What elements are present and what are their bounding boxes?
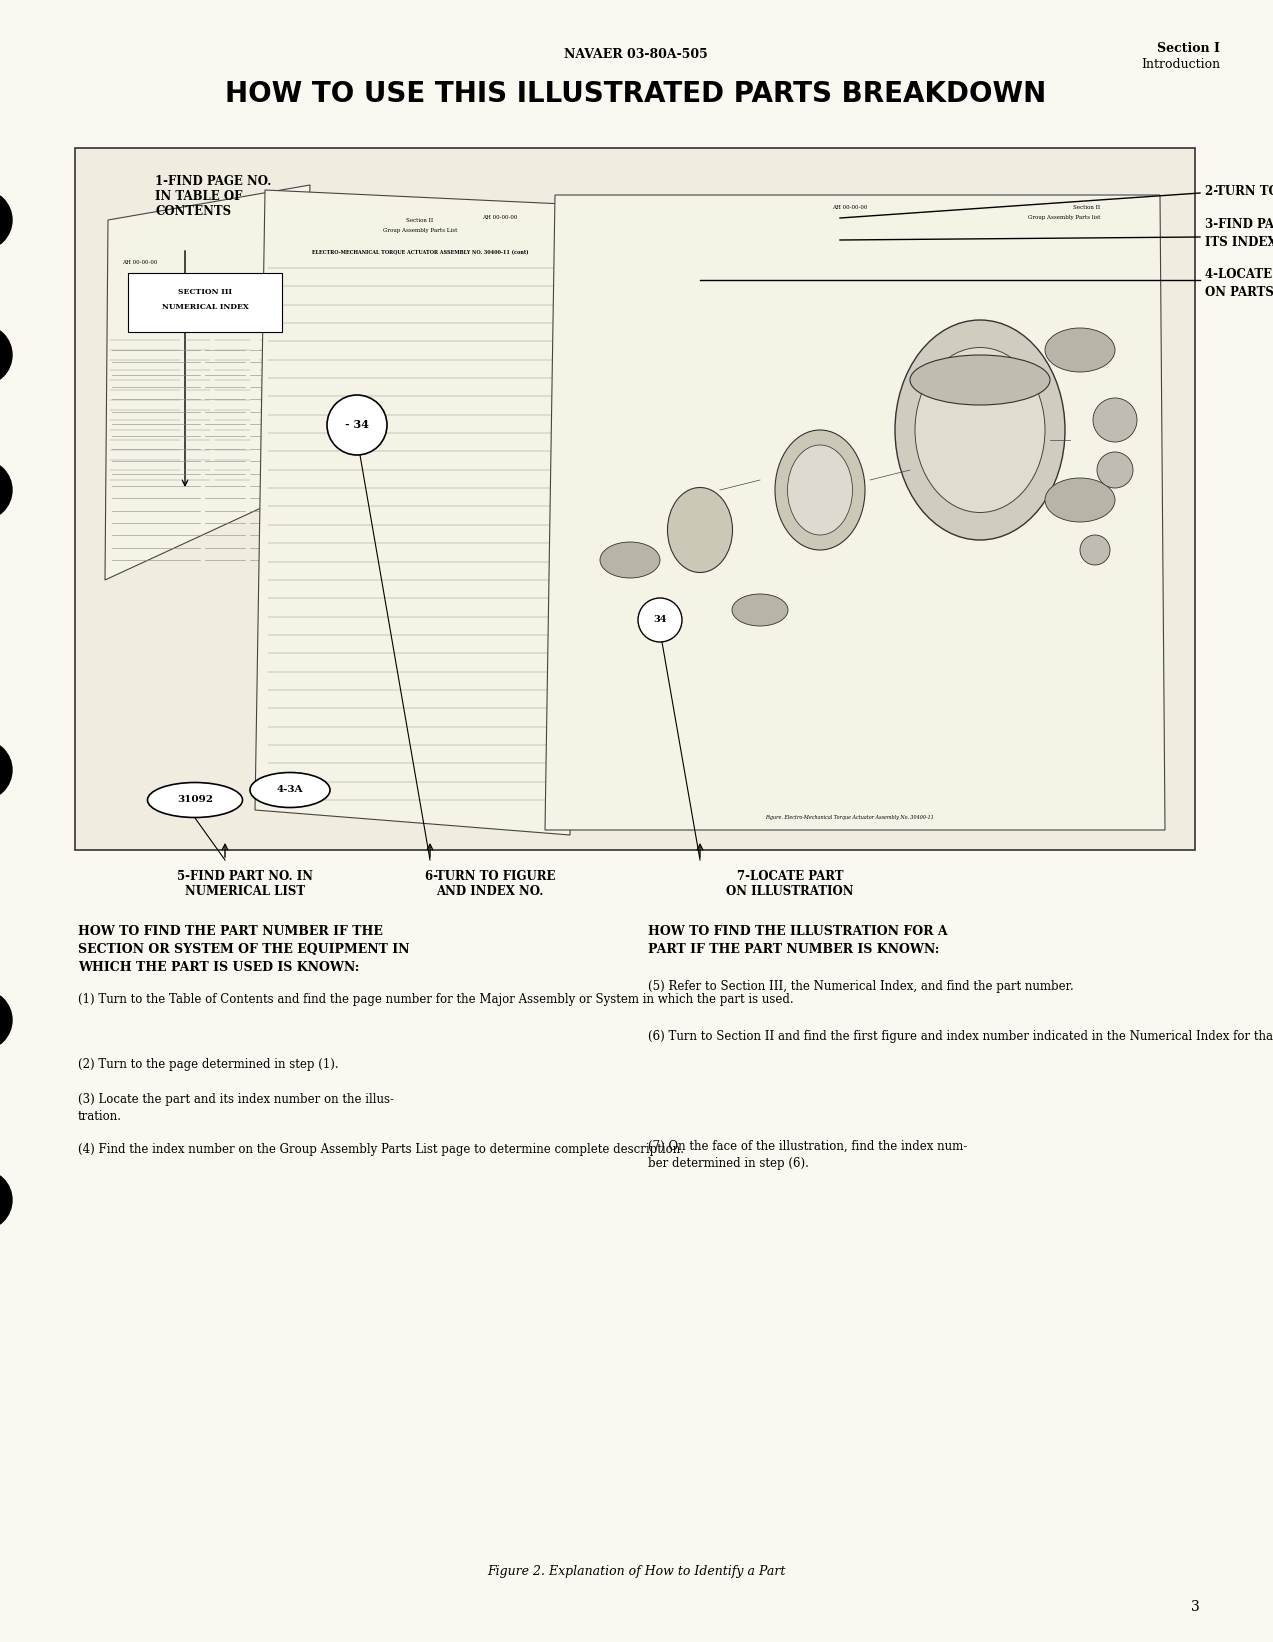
Text: 5-FIND PART NO. IN
NUMERICAL LIST: 5-FIND PART NO. IN NUMERICAL LIST: [177, 870, 313, 898]
Circle shape: [638, 598, 682, 642]
Circle shape: [0, 325, 11, 384]
Text: - 34: - 34: [345, 419, 369, 430]
Text: 31092: 31092: [177, 795, 213, 805]
Polygon shape: [255, 190, 586, 836]
Ellipse shape: [1045, 328, 1115, 373]
Ellipse shape: [910, 355, 1050, 406]
Text: (3) Locate the part and its index number on the illus-
tration.: (3) Locate the part and its index number…: [78, 1094, 395, 1123]
Text: (5) Refer to Section III, the Numerical Index, and find the part number.: (5) Refer to Section III, the Numerical …: [648, 980, 1073, 993]
Text: HOW TO FIND THE ILLUSTRATION FOR A
PART IF THE PART NUMBER IS KNOWN:: HOW TO FIND THE ILLUSTRATION FOR A PART …: [648, 924, 947, 956]
FancyBboxPatch shape: [129, 273, 283, 332]
Ellipse shape: [788, 445, 853, 535]
Ellipse shape: [732, 594, 788, 626]
Text: ITS INDEX NO.: ITS INDEX NO.: [1206, 236, 1273, 250]
Text: AH 00-00-00: AH 00-00-00: [833, 205, 868, 210]
Text: Figure. Electro-Mechanical Torque Actuator Assembly No. 30400-11: Figure. Electro-Mechanical Torque Actuat…: [765, 814, 934, 819]
Text: AH 00-00-00: AH 00-00-00: [482, 215, 518, 220]
Text: ELECTRO-MECHANICAL TORQUE ACTUATOR ASSEMBLY NO. 30400-11 (cont): ELECTRO-MECHANICAL TORQUE ACTUATOR ASSEM…: [312, 250, 528, 255]
Text: Section II: Section II: [1073, 205, 1100, 210]
Text: (7) On the face of the illustration, find the index num-
ber determined in step : (7) On the face of the illustration, fin…: [648, 1140, 967, 1171]
Circle shape: [0, 741, 11, 800]
Text: AH 00-00-00: AH 00-00-00: [122, 259, 158, 264]
Text: SECTION III: SECTION III: [178, 287, 232, 296]
Text: NAVAER 03-80A-505: NAVAER 03-80A-505: [564, 48, 708, 61]
Text: Section II: Section II: [406, 218, 434, 223]
Ellipse shape: [915, 348, 1045, 512]
Ellipse shape: [667, 488, 732, 573]
Text: 3-FIND PART AND: 3-FIND PART AND: [1206, 218, 1273, 232]
Circle shape: [1097, 452, 1133, 488]
Circle shape: [1080, 535, 1110, 565]
Circle shape: [0, 1171, 11, 1230]
Text: Group Assembly Parts List: Group Assembly Parts List: [383, 228, 457, 233]
Circle shape: [327, 396, 387, 455]
Text: (1) Turn to the Table of Contents and find the page number for the Major Assembl: (1) Turn to the Table of Contents and fi…: [78, 993, 793, 1007]
Text: Group Assembly Parts list: Group Assembly Parts list: [1027, 215, 1100, 220]
Circle shape: [0, 460, 11, 521]
Text: (6) Turn to Section II and find the first figure and index number indicated in t: (6) Turn to Section II and find the firs…: [648, 1030, 1273, 1043]
Text: HOW TO USE THIS ILLUSTRATED PARTS BREAKDOWN: HOW TO USE THIS ILLUSTRATED PARTS BREAKD…: [225, 80, 1046, 108]
Text: 34: 34: [653, 616, 667, 624]
Polygon shape: [545, 195, 1165, 829]
Text: Figure 2. Explanation of How to Identify a Part: Figure 2. Explanation of How to Identify…: [486, 1565, 785, 1578]
Text: 1-FIND PAGE NO.
IN TABLE OF
CONTENTS: 1-FIND PAGE NO. IN TABLE OF CONTENTS: [155, 176, 271, 218]
Text: HOW TO FIND THE PART NUMBER IF THE
SECTION OR SYSTEM OF THE EQUIPMENT IN
WHICH T: HOW TO FIND THE PART NUMBER IF THE SECTI…: [78, 924, 410, 974]
Text: ON PARTS LIST: ON PARTS LIST: [1206, 286, 1273, 299]
Text: 2-TURN TO PAGE: 2-TURN TO PAGE: [1206, 186, 1273, 199]
Bar: [75, 148, 1195, 851]
Circle shape: [0, 990, 11, 1049]
Text: (4) Find the index number on the Group Assembly Parts List page to determine com: (4) Find the index number on the Group A…: [78, 1143, 684, 1156]
Ellipse shape: [1045, 478, 1115, 522]
Ellipse shape: [775, 430, 864, 550]
Circle shape: [0, 190, 11, 250]
Text: 6-TURN TO FIGURE
AND INDEX NO.: 6-TURN TO FIGURE AND INDEX NO.: [425, 870, 555, 898]
Text: Section I: Section I: [1157, 43, 1220, 54]
Text: NUMERICAL INDEX: NUMERICAL INDEX: [162, 304, 248, 310]
Ellipse shape: [600, 542, 659, 578]
Ellipse shape: [895, 320, 1066, 540]
Ellipse shape: [148, 783, 242, 818]
Text: 7-LOCATE PART
ON ILLUSTRATION: 7-LOCATE PART ON ILLUSTRATION: [727, 870, 854, 898]
Text: 4-3A: 4-3A: [276, 785, 303, 795]
Text: 3: 3: [1192, 1599, 1200, 1614]
Text: (2) Turn to the page determined in step (1).: (2) Turn to the page determined in step …: [78, 1057, 339, 1071]
Circle shape: [1094, 397, 1137, 442]
Polygon shape: [104, 186, 311, 580]
Text: 4-LOCATE INDEX NO.: 4-LOCATE INDEX NO.: [1206, 268, 1273, 281]
Ellipse shape: [250, 772, 330, 808]
Text: Introduction: Introduction: [1141, 57, 1220, 71]
